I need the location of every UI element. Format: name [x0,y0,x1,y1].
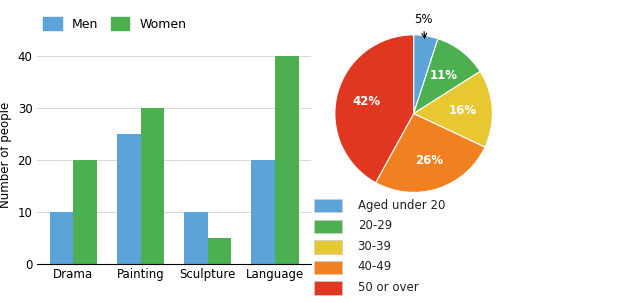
Text: 30-39: 30-39 [358,240,392,253]
Text: 11%: 11% [430,68,458,82]
Bar [251,160,275,264]
Y-axis label: Number of people: Number of people [0,102,12,208]
Wedge shape [414,72,493,147]
Bar [314,240,342,254]
Text: 16%: 16% [448,104,476,117]
Bar [275,56,299,264]
Wedge shape [335,35,414,183]
Bar [208,238,231,264]
Text: 40-49: 40-49 [358,261,392,273]
Wedge shape [414,35,438,114]
Bar [314,220,342,233]
Bar [141,108,164,264]
Legend: Men, Women: Men, Women [38,12,192,36]
Text: 42%: 42% [352,95,381,108]
Text: 26%: 26% [415,154,443,167]
Bar [314,199,342,212]
Text: 50 or over: 50 or over [358,281,419,294]
Text: Aged under 20: Aged under 20 [358,199,445,211]
Text: 5%: 5% [414,13,432,38]
Bar [73,160,97,264]
Bar [314,261,342,274]
Bar [314,281,342,295]
Wedge shape [376,114,485,192]
Wedge shape [414,39,480,114]
Bar [50,212,73,264]
Text: 20-29: 20-29 [358,219,392,232]
Bar [117,134,141,264]
Bar [184,212,208,264]
